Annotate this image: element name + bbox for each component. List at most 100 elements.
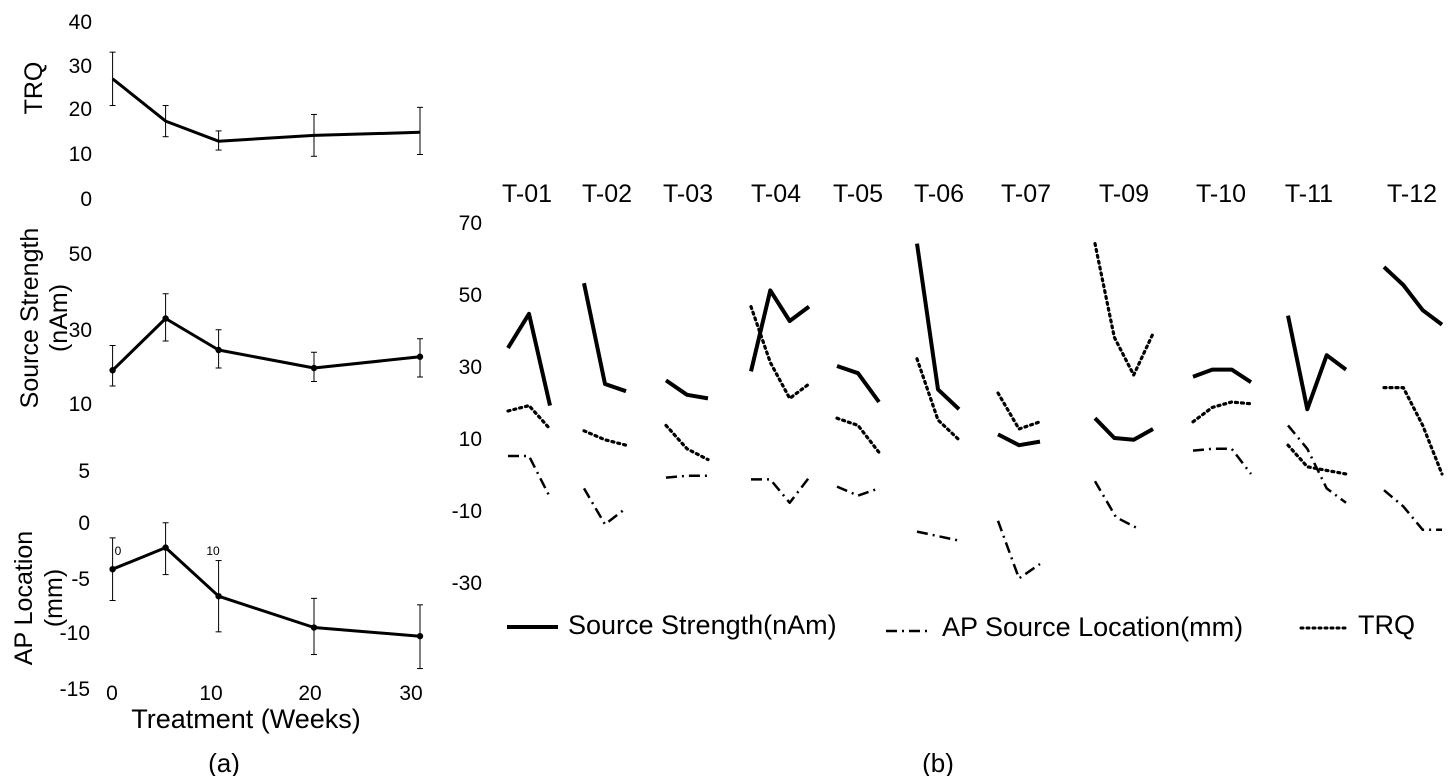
x-axis-title: Treatment (Weeks): [131, 704, 361, 734]
source-y-tick: 30: [69, 319, 92, 342]
trq-y-tick: 20: [69, 98, 92, 121]
patient-group: [749, 288, 811, 505]
error-bar: [109, 51, 116, 107]
legend-label-source: Source Strength(nAm): [568, 610, 837, 640]
x-tick: 10: [199, 682, 222, 705]
patient-label: T-06: [914, 180, 964, 208]
data-point: [162, 544, 169, 551]
patient-group: [664, 378, 710, 479]
series-line-ap: [508, 454, 552, 498]
series-line-trq: [1382, 386, 1444, 476]
series-line-source: [1192, 367, 1253, 384]
series-line-source: [582, 282, 627, 394]
data-point: [310, 624, 318, 631]
patient-group: [1191, 367, 1253, 475]
patient-label: T-09: [1099, 180, 1149, 208]
series-line-ap: [1383, 489, 1442, 532]
series-line-trq: [1191, 400, 1253, 424]
series-line-ap: [751, 476, 810, 505]
series-line-ap: [582, 487, 627, 526]
series-line-source: [997, 432, 1041, 448]
panel-a: 40 30 20 10 0 TRQ 50 30 10 Source Streng…: [10, 11, 424, 776]
b-y-tick: 30: [459, 356, 482, 379]
data-point: [215, 593, 222, 600]
b-y-ticks: 70 50 30 10 -10 -30: [452, 212, 482, 595]
trq-y-ticks: 40 30 20 10 0: [69, 11, 92, 211]
error-bar: [109, 345, 116, 387]
data-point: [162, 315, 169, 322]
patient-group: [1382, 265, 1444, 532]
patient-label: T-10: [1196, 180, 1246, 208]
trq-y-tick: 30: [69, 55, 92, 78]
data-point: [109, 367, 116, 374]
panel-label-a: (a): [208, 748, 240, 776]
series-line: [111, 77, 421, 143]
x-tick: 0: [106, 682, 118, 705]
source-y-label-line2: (nAm): [45, 284, 73, 352]
patient-label: T-03: [663, 180, 713, 208]
patient-label: T-05: [833, 180, 883, 208]
x-tick: 30: [399, 682, 422, 705]
series-line-source: [749, 288, 811, 372]
patient-label: T-01: [502, 180, 552, 208]
subplot-trq: 40 30 20 10 0 TRQ: [20, 11, 423, 211]
patient-group: [506, 311, 552, 498]
panel-label-b: (b): [922, 748, 954, 776]
data-point: [109, 566, 116, 573]
trq-y-label: TRQ: [20, 62, 48, 115]
series-line-ap: [1093, 480, 1138, 530]
subplot-source-strength: 50 30 10 Source Strength (nAm): [16, 228, 424, 416]
x-tick: 20: [298, 682, 321, 705]
patient-labels: T-01 T-02 T-03 T-04 T-05 T-06 T-07 T-09 T-10 T-11…: [502, 180, 1437, 208]
patient-group: [1093, 242, 1155, 530]
series-line-trq: [835, 416, 881, 454]
ap-y-tick: -15: [60, 678, 90, 701]
ap-inner-label: 10: [206, 544, 220, 558]
b-y-tick: 50: [459, 284, 482, 307]
data-point: [416, 632, 424, 640]
series-line-ap: [836, 485, 880, 497]
series-line-ap: [996, 520, 1041, 580]
source-y-label-line1: Source Strength: [16, 228, 44, 409]
ap-y-tick: -5: [71, 568, 90, 591]
ap-y-tick: 0: [78, 512, 90, 535]
series-line-trq: [582, 429, 628, 447]
ap-marks: [109, 522, 424, 670]
source-y-tick: 50: [69, 243, 92, 266]
b-y-tick: -10: [452, 500, 482, 523]
series-line-source: [664, 378, 709, 401]
data-point: [310, 364, 318, 372]
source-y-ticks: 50 30 10: [69, 243, 92, 416]
trq-y-tick: 40: [69, 11, 92, 34]
patient-group: [915, 243, 961, 542]
panel-b: 70 50 30 10 -10 -30 T-01 T-02 T-03 T-04 T-05…: [452, 180, 1444, 776]
series-line-source: [1382, 265, 1444, 327]
ap-y-tick: -10: [60, 622, 90, 645]
series-line-ap: [1287, 424, 1347, 504]
patient-group: [835, 364, 881, 497]
b-y-tick: 70: [459, 212, 482, 235]
data-point: [215, 346, 222, 354]
patient-label: T-02: [582, 180, 632, 208]
b-y-tick: 10: [459, 428, 482, 451]
patient-label: T-04: [751, 180, 801, 208]
series-line-source: [1093, 416, 1154, 442]
ap-inner-label: 0: [115, 544, 122, 558]
b-y-tick: -30: [452, 572, 482, 595]
series-line: [111, 317, 421, 372]
error-bar: [311, 113, 317, 157]
x-ticks: 0 10 20 30: [106, 682, 423, 705]
legend: Source Strength(nAm) AP Source Location(…: [507, 610, 1415, 642]
patient-group: [1286, 315, 1348, 504]
legend-label-ap: AP Source Location(mm): [942, 612, 1243, 642]
trq-marks: [109, 51, 423, 157]
series-line-trq: [915, 357, 961, 442]
ap-y-tick: 5: [78, 460, 90, 483]
patient-group: [582, 282, 628, 526]
series-line-source: [506, 311, 552, 407]
source-y-tick: 10: [69, 393, 92, 416]
subplot-ap-location: 5 0 -5 -10 -15 AP Location (mm) 0 10: [10, 460, 424, 701]
error-bar: [162, 105, 169, 138]
trq-y-tick: 0: [80, 188, 92, 211]
